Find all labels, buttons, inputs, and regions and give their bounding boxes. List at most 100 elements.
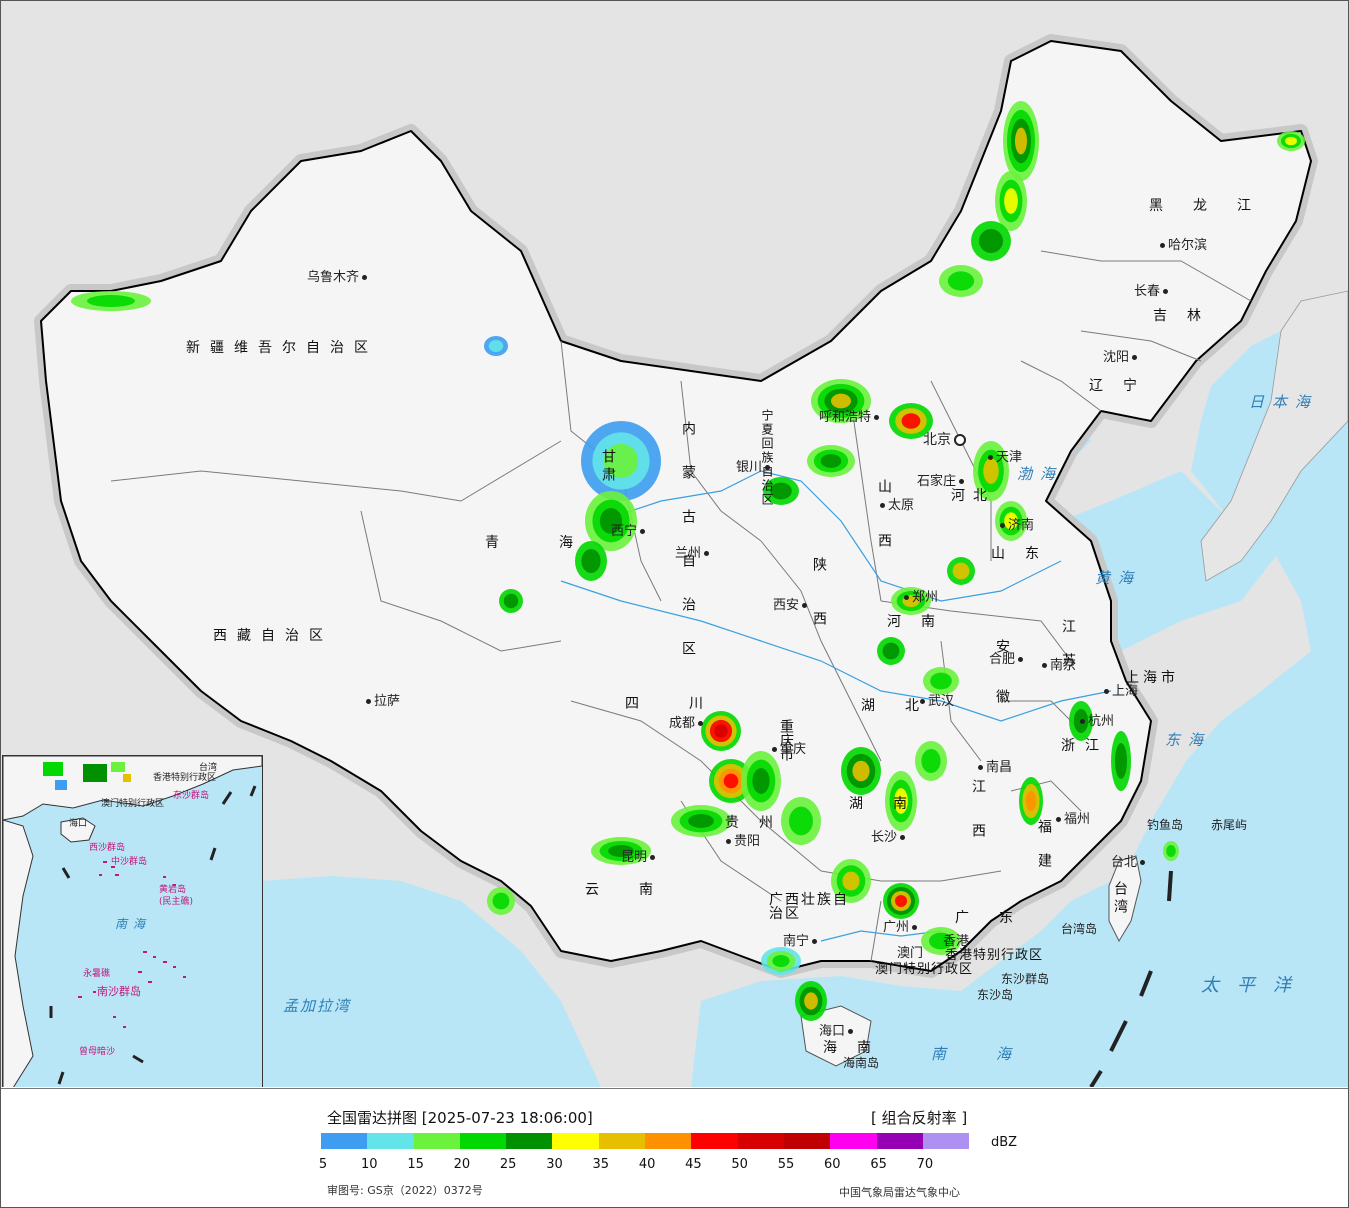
inset-label-nansha: 南沙群岛 xyxy=(97,985,141,998)
city-jinan: 济南 xyxy=(997,519,1034,532)
scale-swatch-20 xyxy=(459,1133,507,1149)
radar-echo-2-1 xyxy=(979,229,1003,253)
map-approval-number: 审图号: GS京（2022）0372号 xyxy=(327,1184,483,1197)
city-tianjin: 天津 xyxy=(985,451,1022,464)
scale-tick-35: 35 xyxy=(592,1157,610,1172)
scale-swatch-60 xyxy=(830,1133,877,1149)
city-changsha: 长沙 xyxy=(871,831,908,844)
radar-echo-1-2 xyxy=(1004,188,1018,214)
sea-label-bohai: 渤海 xyxy=(1017,465,1064,483)
radar-echo-14-1 xyxy=(952,562,970,580)
province-label-shanghai: 上海市 xyxy=(1125,670,1179,686)
sea-label-mengjialawan: 孟加拉湾 xyxy=(283,997,352,1015)
inset-sea-label: 南海 xyxy=(115,917,152,931)
province-label-taiwan: 台湾 xyxy=(1112,881,1128,917)
china-land xyxy=(40,40,1312,972)
province-label-gansu: 甘肃 xyxy=(600,449,616,485)
city-xian: 西安 xyxy=(773,599,810,612)
legend-product: [ 组合反射率 ] xyxy=(871,1109,968,1127)
south-china-sea-inset[interactable]: 台湾 香港特别行政区 澳门特别行政区 东沙群岛 海口 西沙群岛 中沙群岛 黄岩岛… xyxy=(2,755,263,1087)
scale-swatch-10 xyxy=(367,1133,414,1149)
province-label-qinghai: 青海 xyxy=(485,535,633,551)
province-label-fujian: 福建 xyxy=(1036,819,1052,887)
city-zhengzhou: 郑州 xyxy=(901,591,938,604)
province-label-shaanxi: 陕西 xyxy=(811,557,827,665)
city-wuhan: 武汉 xyxy=(917,695,954,708)
inset-label-xisha: 西沙群岛 xyxy=(89,843,126,853)
scale-tick-65: 65 xyxy=(870,1157,887,1172)
scale-tick-40: 40 xyxy=(638,1157,656,1172)
radar-echo-16-1 xyxy=(882,642,900,660)
inset-mainland xyxy=(3,756,262,821)
data-source: 中国气象局雷达气象中心 xyxy=(839,1186,960,1199)
inset-label-taiwan: 台湾 xyxy=(199,763,218,773)
sea-label-taipingyang: 太平洋 xyxy=(1201,975,1309,996)
island-diaoyudao: 钓鱼岛 xyxy=(1147,818,1184,832)
scale-swatch-35 xyxy=(598,1133,646,1149)
radar-echo-10-2 xyxy=(820,454,842,468)
city-nanning: 南宁 xyxy=(783,935,820,948)
radar-echo-19-3 xyxy=(723,773,739,789)
city-taipei: 台北 xyxy=(1111,856,1148,869)
radar-echo-4-2 xyxy=(1285,136,1297,146)
city-hongkong: 香港 xyxy=(943,934,970,949)
inset-label-yongshu: 永暑礁 xyxy=(83,969,111,979)
map-area[interactable]: 新疆维吾尔自治区 西藏自治区 青海 甘肃 黑龙江 吉林 辽宁 河北 山西 陕西 … xyxy=(1,1,1348,1087)
radar-echo-30-2 xyxy=(804,992,818,1010)
inset-label-haikou: 海口 xyxy=(69,819,88,829)
inset-label-zhongsha: 中沙群岛 xyxy=(111,857,148,867)
inset-label-minzhujiao: (民主礁) xyxy=(159,897,194,907)
radar-echo-33-1 xyxy=(503,593,519,609)
city-shijiazhuang: 石家庄 xyxy=(917,475,967,488)
city-chongqing: 重庆 xyxy=(769,743,806,756)
scale-tick-5: 5 xyxy=(318,1157,328,1172)
radar-echo-27-2 xyxy=(842,871,860,891)
city-guangzhou: 广州 xyxy=(883,921,920,934)
city-hohhot: 呼和浩特 xyxy=(819,411,882,424)
island-chiweiyu: 赤尾屿 xyxy=(1211,818,1248,832)
sea-label-ribenhai: 日本海 xyxy=(1249,393,1319,411)
city-hangzhou: 杭州 xyxy=(1077,715,1114,728)
radar-echo-9-2 xyxy=(901,413,921,429)
city-taiyuan: 太原 xyxy=(877,499,914,512)
city-lanzhou: 兰州 xyxy=(675,547,712,560)
city-chengdu: 成都 xyxy=(669,717,706,730)
sea-label-huanghai: 黄海 xyxy=(1095,569,1142,587)
radar-echo-25-1 xyxy=(921,749,941,773)
neighbor-land-east xyxy=(1200,290,1348,582)
province-label-macau: 澳门特别行政区 xyxy=(875,962,974,977)
radar-echo-8-3 xyxy=(831,393,851,409)
radar-echo-34-2 xyxy=(1025,790,1037,812)
scale-swatch-70 xyxy=(922,1133,970,1149)
scale-tick-10: 10 xyxy=(361,1157,378,1172)
city-urumqi: 乌鲁木齐 xyxy=(307,271,370,284)
color-scale-ticks: 5 10 15 20 25 30 35 40 45 50 55 60 65 70 xyxy=(318,1157,981,1173)
island-hainandao: 海南岛 xyxy=(843,1056,880,1070)
province-label-guizhou: 贵州 xyxy=(725,815,793,831)
province-label-guangdong: 广东 xyxy=(955,910,1043,926)
island-taiwandao: 台湾岛 xyxy=(1061,922,1098,936)
color-scale-bar xyxy=(321,1133,970,1149)
province-label-yunnan: 云南 xyxy=(585,882,693,898)
rivers xyxy=(560,470,1112,942)
city-harbin: 哈尔滨 xyxy=(1157,239,1207,252)
radar-echo-29-1 xyxy=(929,932,953,950)
radar-echo-37-1 xyxy=(488,340,504,352)
scale-tick-50: 50 xyxy=(731,1157,748,1172)
province-label-henan: 河南 xyxy=(887,614,955,630)
island-dongshadao: 东沙岛 xyxy=(977,988,1014,1002)
radar-echo-3-1 xyxy=(947,271,975,291)
province-label-jiangxi: 江西 xyxy=(970,779,986,867)
scale-tick-60: 60 xyxy=(824,1157,841,1172)
province-label-xinjiang: 新疆维吾尔自治区 xyxy=(186,340,378,356)
maritime-boundary xyxy=(1089,870,1173,1087)
legend-panel: 全国雷达拼图 [2025-07-23 18:06:00] [ 组合反射率 ] 5… xyxy=(1,1088,1348,1207)
inset-islands xyxy=(78,861,186,1028)
radar-echo-38-1 xyxy=(1166,845,1176,857)
province-label-shandong: 山东 xyxy=(991,546,1059,562)
bay-of-bengal xyxy=(261,876,601,1087)
province-label-hunan: 湖南 xyxy=(849,796,937,812)
legend-unit: dBZ xyxy=(991,1135,1018,1150)
radar-echo-22-1 xyxy=(789,806,813,836)
